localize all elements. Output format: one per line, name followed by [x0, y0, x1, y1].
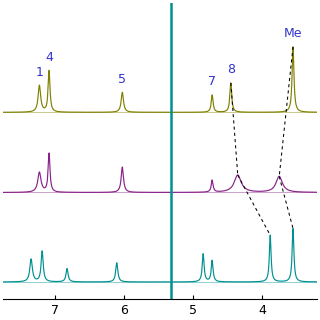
Text: Me: Me — [284, 27, 302, 40]
Text: 7: 7 — [208, 75, 216, 88]
Text: 1: 1 — [36, 66, 43, 79]
Text: 5: 5 — [118, 73, 126, 86]
Text: 8: 8 — [227, 63, 235, 76]
Text: 4: 4 — [45, 51, 53, 64]
